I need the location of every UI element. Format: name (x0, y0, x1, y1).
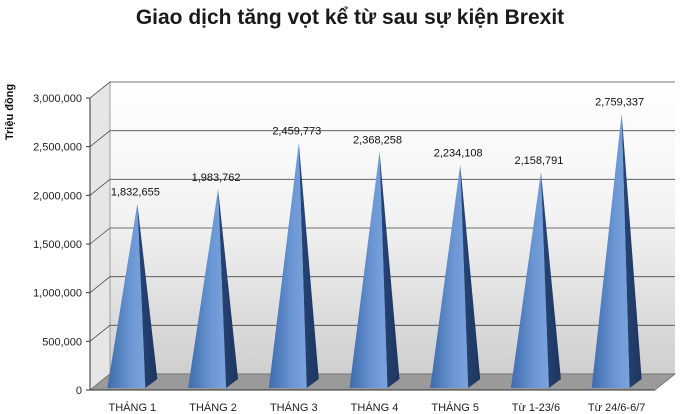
data-label: 2,158,791 (514, 155, 563, 167)
y-tick-label: 2,000,000 (33, 190, 82, 202)
chart-title: Giao dịch tăng vọt kể từ sau sự kiện Bre… (135, 6, 565, 29)
bar-side-face (460, 164, 481, 388)
bar-front-face (188, 188, 227, 388)
bar-side-face (218, 188, 239, 388)
gridline (89, 324, 675, 342)
bar-front-face (268, 142, 307, 388)
gridline (89, 81, 675, 99)
bar-front-face (430, 164, 469, 388)
x-category-label: THÁNG 2 (189, 401, 237, 414)
data-label: 2,459,773 (272, 126, 321, 138)
bar-side-face (540, 171, 561, 388)
x-category-label: THÁNG 4 (351, 401, 399, 414)
bar-side-face (379, 151, 400, 388)
x-category-label: THÁNG 1 (109, 401, 157, 414)
bar (268, 142, 319, 388)
data-label: 2,234,108 (434, 148, 483, 160)
y-tick-label: 1,500,000 (33, 239, 82, 251)
y-tick-label: 1,000,000 (33, 288, 82, 300)
y-axis-ticks: 0 500,000 1,000,000 1,500,000 2,000,000 2,500… (33, 93, 91, 397)
data-label: 2,759,337 (595, 96, 644, 108)
y-tick-label: 500,000 (42, 336, 82, 348)
bar (188, 188, 239, 388)
data-labels: 1,832,655 1,983,762 2,459,773 2,368,258 2,23… (111, 96, 644, 198)
y-tick-label: 3,000,000 (33, 93, 82, 105)
bar-front-face (107, 203, 146, 388)
bar (349, 151, 400, 388)
data-label: 2,368,258 (353, 134, 402, 146)
bar (107, 203, 158, 388)
x-axis-categories: THÁNG 1 THÁNG 2 THÁNG 3 THÁNG 4 THÁNG 5 Từ 1-… (109, 401, 646, 414)
bar-side-face (137, 203, 158, 388)
bar (510, 171, 561, 388)
x-category-label: THÁNG 3 (270, 401, 318, 414)
bar-side-face (298, 142, 319, 388)
bars (107, 113, 642, 388)
bar (430, 164, 481, 388)
gridline (89, 227, 675, 245)
bar-front-face (510, 171, 549, 388)
y-tick-label: 0 (76, 385, 82, 397)
gridline (89, 276, 675, 293)
bar-side-face (621, 113, 642, 388)
bar (591, 113, 642, 388)
x-category-label: Từ 1-23/6 (512, 402, 560, 414)
gridline (89, 178, 675, 196)
bar-front-face (591, 113, 630, 388)
data-label: 1,983,762 (192, 172, 241, 184)
x-category-label: THÁNG 5 (431, 401, 479, 414)
y-axis-label: Triệu đồng (4, 84, 16, 140)
gridlines (89, 81, 675, 391)
gridline (89, 130, 675, 147)
data-label: 1,832,655 (111, 187, 160, 199)
bar-front-face (349, 151, 388, 388)
y-tick-label: 2,500,000 (33, 142, 82, 154)
x-category-label: Từ 24/6-6/7 (588, 402, 646, 414)
